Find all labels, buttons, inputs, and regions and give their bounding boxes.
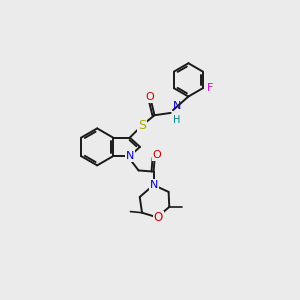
Text: N: N (126, 151, 134, 161)
Text: O: O (146, 92, 154, 102)
Text: N: N (149, 180, 158, 190)
Text: O: O (154, 211, 163, 224)
Text: S: S (138, 119, 146, 132)
Text: N: N (126, 151, 134, 161)
Text: H: H (172, 115, 180, 125)
Text: O: O (152, 150, 161, 160)
Text: N: N (172, 101, 181, 111)
Text: F: F (207, 83, 213, 93)
Text: N: N (149, 180, 158, 190)
